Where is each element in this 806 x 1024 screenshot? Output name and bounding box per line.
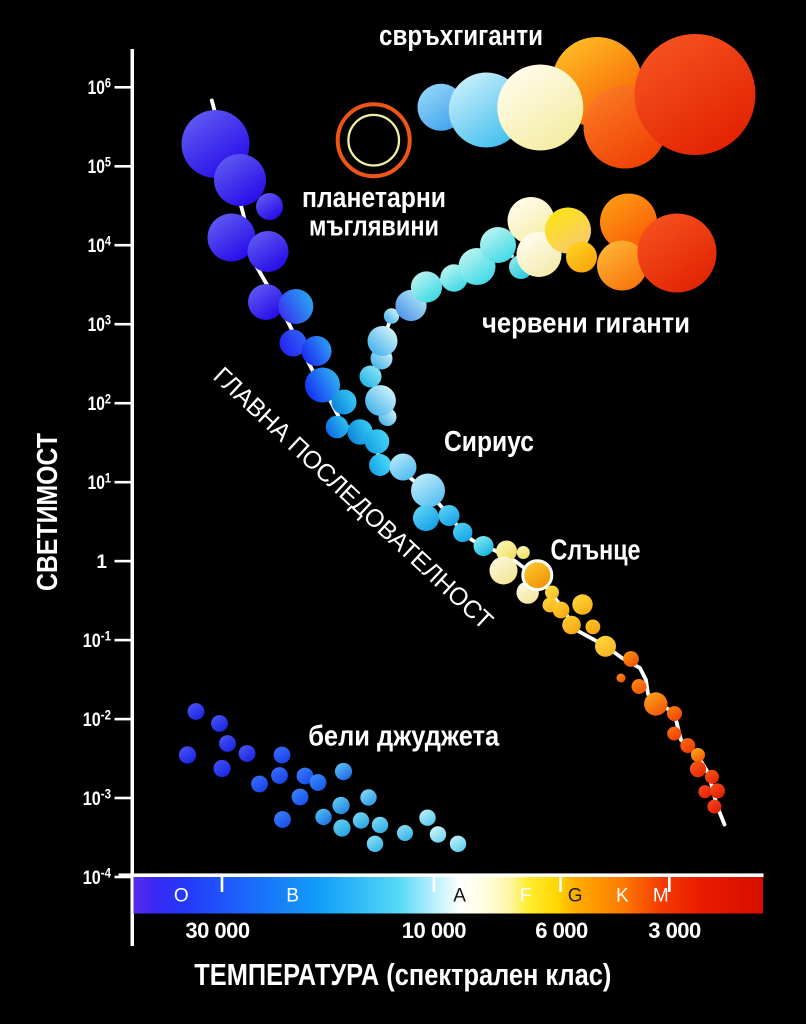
svg-text:свръхгиганти: свръхгиганти: [379, 20, 543, 52]
svg-text:Сириус: Сириус: [444, 426, 534, 458]
svg-text:Слънце: Слънце: [551, 534, 641, 566]
svg-text:червени гиганти: червени гиганти: [482, 308, 690, 340]
svg-text:3 000: 3 000: [648, 918, 701, 943]
svg-text:K: K: [616, 886, 629, 907]
svg-text:мъглявини: мъглявини: [309, 211, 439, 243]
svg-text:G: G: [568, 886, 583, 907]
svg-text:10 000: 10 000: [402, 918, 467, 943]
svg-text:1: 1: [96, 552, 107, 573]
svg-text:O: O: [174, 886, 189, 907]
svg-text:ТЕМПЕРАТУРА (спектрален клас): ТЕМПЕРАТУРА (спектрален клас): [194, 957, 611, 992]
svg-text:A: A: [453, 886, 466, 907]
svg-text:M: M: [653, 886, 669, 907]
svg-text:B: B: [286, 886, 299, 907]
svg-text:СВЕТИМОСТ: СВЕТИМОСТ: [32, 433, 64, 591]
svg-text:30 000: 30 000: [185, 918, 250, 943]
svg-text:F: F: [520, 886, 532, 907]
svg-text:6 000: 6 000: [535, 918, 588, 943]
svg-text:планетарни: планетарни: [302, 182, 446, 214]
svg-text:бели джуджета: бели джуджета: [308, 721, 500, 753]
